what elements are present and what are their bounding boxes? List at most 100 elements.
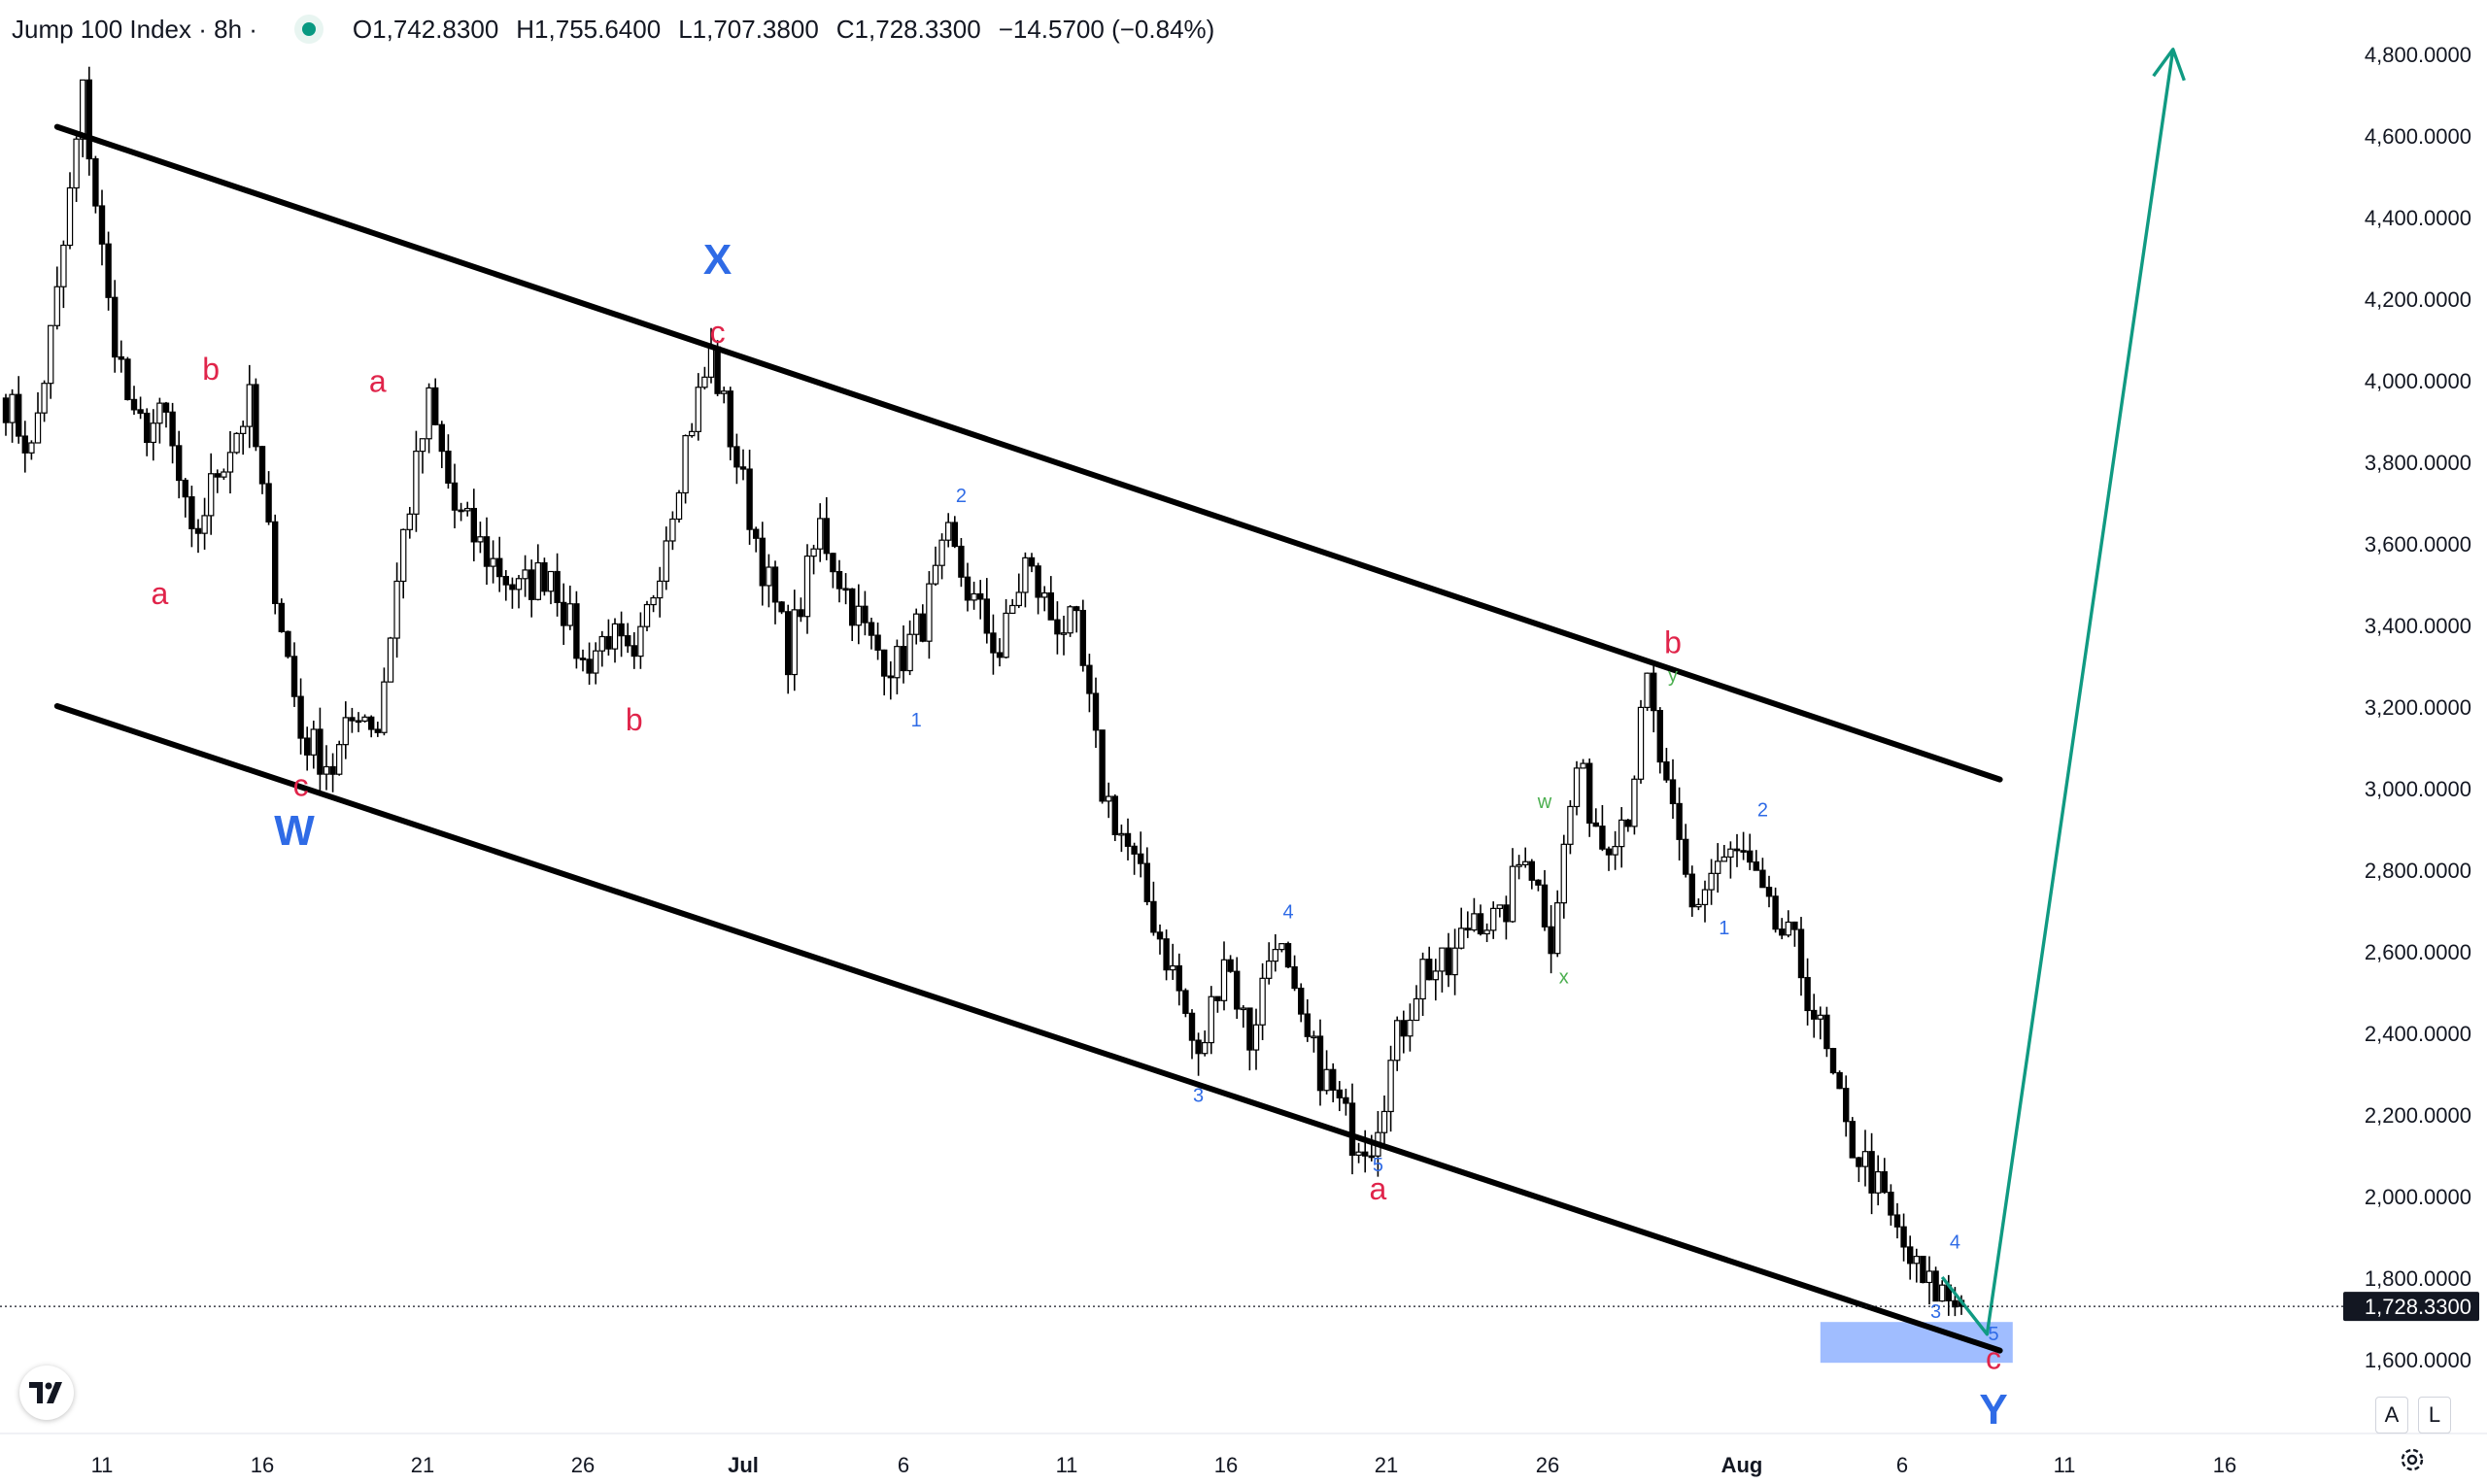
candle-down — [1669, 779, 1677, 805]
time-tick-label: 11 — [91, 1453, 114, 1477]
candle-up — [1380, 1110, 1388, 1133]
candle-down — [714, 346, 721, 394]
wave-label: b — [1664, 624, 1682, 659]
log-scale-button[interactable]: L — [2418, 1397, 2451, 1433]
candle-down — [92, 157, 99, 207]
tradingview-logo-icon[interactable] — [19, 1366, 74, 1420]
candle-up — [1208, 995, 1214, 1044]
projection-arrow[interactable] — [1940, 49, 2175, 1336]
time-tick-label: 6 — [1896, 1453, 1908, 1477]
high-value: H1,755.6400 — [516, 14, 662, 44]
candle-up — [1259, 977, 1266, 1026]
candle-up — [1727, 848, 1734, 859]
channel-upper-line[interactable] — [53, 123, 2003, 783]
candle-down — [1079, 609, 1086, 666]
price-tick-label: 2,800.0000 — [2365, 859, 2471, 883]
wave-label: 3 — [1193, 1085, 1204, 1106]
candle-down — [983, 598, 991, 634]
candle-down — [1150, 900, 1157, 933]
candle-up — [932, 564, 939, 585]
candle-up — [707, 346, 715, 378]
candle-down — [919, 613, 927, 642]
projection-arrow-head-icon — [2152, 48, 2186, 82]
candle-down — [1214, 995, 1221, 1001]
candle-down — [1868, 1151, 1875, 1194]
candle-up — [1496, 904, 1503, 909]
candle-down — [1336, 1089, 1343, 1098]
wave-label: 1 — [911, 710, 922, 731]
candle-down — [1304, 1013, 1311, 1037]
price-tick-label: 3,400.0000 — [2365, 614, 2471, 638]
candle-down — [1932, 1270, 1939, 1302]
price-scale[interactable]: 4,800.0000 4,600.0000 4,400.0000 4,200.0000… — [2343, 43, 2479, 1372]
candle-down — [118, 355, 124, 360]
candle-down — [1503, 904, 1510, 923]
candle-up — [336, 744, 343, 775]
candle-down — [1842, 1088, 1850, 1123]
candle-up — [1567, 805, 1574, 845]
candle-down — [1297, 987, 1305, 1015]
candle-up — [1323, 1068, 1330, 1092]
candle-down — [1073, 606, 1080, 612]
candle-up — [310, 728, 318, 756]
candle-down — [1772, 895, 1779, 930]
candle-down — [1881, 1170, 1888, 1194]
candle-up — [53, 286, 61, 326]
candle-down — [1663, 760, 1670, 781]
candle-up — [47, 324, 54, 385]
candle-up — [1817, 1014, 1823, 1020]
candle-down — [1759, 869, 1766, 889]
candle-down — [124, 358, 131, 400]
candle-down — [265, 483, 272, 523]
candle-up — [1489, 907, 1497, 931]
candle-up — [1720, 856, 1727, 862]
candle-down — [1400, 1020, 1407, 1037]
candle-up — [1278, 943, 1285, 951]
price-tick-label: 1,600.0000 — [2365, 1348, 2471, 1372]
candle-down — [746, 468, 753, 530]
candle-down — [445, 450, 452, 484]
candles-layer — [2, 66, 1965, 1317]
candle-up — [1393, 1020, 1401, 1062]
candle-up — [816, 518, 824, 550]
candle-up — [938, 539, 945, 566]
candle-down — [278, 602, 286, 632]
time-tick-label: Aug — [1721, 1453, 1763, 1477]
candle-down — [496, 557, 503, 578]
candle-up — [566, 603, 574, 626]
candle-up — [1644, 672, 1651, 709]
candle-up — [1008, 604, 1016, 615]
candle-up — [926, 583, 933, 642]
price-tick-label: 3,800.0000 — [2365, 451, 2471, 475]
candle-down — [130, 398, 138, 411]
market-status-icon[interactable] — [293, 15, 324, 44]
price-tick-label: 1,800.0000 — [2365, 1266, 2471, 1291]
time-tick-label: 21 — [1375, 1453, 1398, 1477]
candle-down — [1599, 826, 1606, 850]
candle-down — [272, 521, 279, 604]
candle-up — [1105, 795, 1112, 802]
candle-up — [669, 518, 676, 542]
candle-up — [477, 536, 484, 543]
candle-down — [752, 528, 760, 539]
candle-down — [176, 445, 183, 482]
candle-up — [1060, 632, 1068, 635]
channel-lower-line[interactable] — [53, 703, 2003, 1354]
candle-up — [1637, 706, 1645, 780]
candle-up — [66, 186, 74, 247]
candle-down — [509, 584, 516, 590]
candle-down — [733, 446, 740, 468]
candle-down — [900, 646, 907, 672]
candle-up — [381, 681, 388, 733]
candle-up — [1432, 970, 1439, 981]
chart-settings-gear-icon[interactable] — [2398, 1445, 2427, 1474]
legend-header: Jump 100 Index · 8h · O1,742.8300 H1,755… — [0, 0, 1214, 58]
candle-down — [560, 601, 567, 626]
candle-up — [1560, 843, 1567, 904]
candle-down — [874, 634, 881, 651]
time-tick-label: 11 — [2054, 1453, 2076, 1477]
auto-scale-button[interactable]: A — [2375, 1397, 2408, 1433]
time-scale[interactable]: 11 16 21 26 Jul 6 11 16 21 26 Aug 6 11 16 — [0, 1433, 2487, 1477]
symbol-title[interactable]: Jump 100 Index · 8h · — [12, 14, 257, 44]
